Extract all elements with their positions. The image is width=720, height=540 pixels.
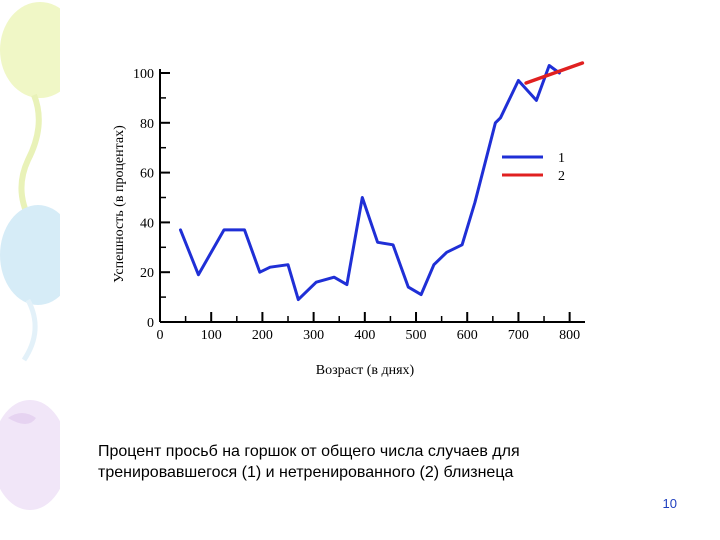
- chart-series: [179, 61, 585, 302]
- y-tick-label: 80: [140, 117, 154, 132]
- x-tick-label: 400: [354, 328, 375, 343]
- x-tick-label: 200: [252, 328, 273, 343]
- x-tick-label: 600: [457, 328, 478, 343]
- x-tick-label: 100: [201, 328, 222, 343]
- series-1-line: [179, 64, 561, 302]
- x-tick-label: 700: [508, 328, 529, 343]
- page-number: 10: [662, 496, 677, 511]
- legend-label-2: 2: [558, 169, 565, 184]
- x-axis-title: Возраст (в днях): [316, 363, 415, 378]
- chart-axes: [159, 69, 585, 323]
- slide-caption: Процент просьб на горшок от общего числа…: [98, 443, 520, 481]
- x-tick-label: 800: [559, 328, 580, 343]
- x-tick-label: 300: [303, 328, 324, 343]
- chart-legend: 12: [502, 151, 565, 184]
- x-tick-label: 0: [157, 328, 164, 343]
- decorative-balloons: [0, 2, 60, 510]
- series-2-line: [524, 61, 585, 85]
- y-tick-label: 100: [133, 67, 154, 82]
- y-axis-title: Успешность (в процентах): [112, 125, 127, 283]
- legend-label-1: 1: [558, 151, 565, 166]
- y-tick-label: 40: [140, 216, 154, 231]
- y-tick-label: 0: [147, 316, 154, 331]
- y-tick-label: 20: [140, 266, 154, 281]
- chart-ticks: 0 20 40 60 80 100 0 100 200 300 400 500 600 700 800: [133, 67, 580, 343]
- x-tick-label: 500: [406, 328, 427, 343]
- y-tick-label: 60: [140, 167, 154, 182]
